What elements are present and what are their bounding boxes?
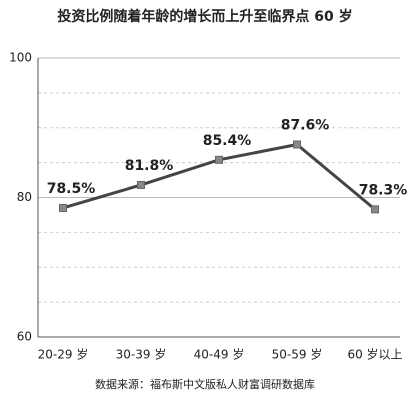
value-label: 87.6% — [281, 117, 330, 133]
y-tick-label: 80 — [17, 190, 32, 204]
y-tick-label: 60 — [17, 330, 32, 344]
x-tick-label: 20-29 岁 — [38, 347, 89, 362]
value-label: 81.8% — [125, 158, 174, 174]
y-tick-label: 100 — [9, 51, 32, 65]
x-tick-label: 50-59 岁 — [272, 347, 323, 362]
x-tick-label: 40-49 岁 — [194, 347, 245, 362]
data-line — [62, 142, 376, 211]
data-point — [293, 140, 301, 149]
x-tick-label: 60 岁以上 — [347, 347, 402, 362]
data-point — [215, 155, 223, 164]
value-label: 78.3% — [359, 182, 408, 198]
data-point — [59, 203, 67, 212]
value-label: 78.5% — [47, 181, 96, 197]
source-note: 数据来源：福布斯中文版私人财富调研数据库 — [95, 377, 315, 391]
x-tick-label: 30-39 岁 — [116, 347, 167, 362]
data-point — [137, 180, 145, 189]
value-label: 85.4% — [203, 133, 252, 149]
chart-title: 投资比例随着年龄的增长而上升至临界点 60 岁 — [57, 8, 352, 25]
data-point — [371, 205, 379, 214]
